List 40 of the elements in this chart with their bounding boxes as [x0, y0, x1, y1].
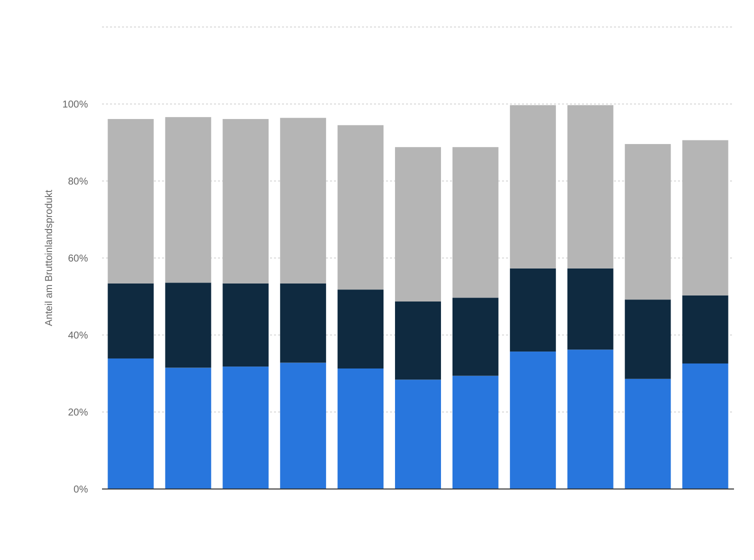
bar: [165, 117, 212, 283]
y-tick-label: 60%: [68, 254, 88, 264]
bar: [395, 380, 441, 489]
bar: [165, 282, 212, 368]
bar: [452, 147, 498, 298]
bar: [280, 362, 326, 489]
bar: [280, 118, 326, 284]
bar: [222, 119, 269, 284]
bar: [165, 368, 212, 489]
bar: [338, 290, 384, 368]
bar: [510, 268, 556, 352]
bar: [567, 350, 614, 489]
bar: [510, 352, 556, 489]
bar: [108, 358, 154, 489]
y-tick-label: 100%: [62, 100, 88, 110]
bar: [510, 105, 556, 268]
y-tick-label: 20%: [68, 408, 88, 418]
y-tick-label: 80%: [68, 176, 88, 188]
bar: [682, 140, 728, 296]
y-tick-label: 40%: [68, 330, 88, 342]
bar: [624, 378, 671, 489]
bar: [222, 366, 269, 489]
bar: [452, 376, 498, 489]
y-axis-title: Anteil am Bruttoinlandsprodukt: [44, 190, 55, 326]
y-tick-label: 0%: [74, 484, 88, 496]
bar: [567, 105, 614, 268]
bar: [567, 268, 614, 350]
bar: [395, 147, 441, 302]
bar: [108, 119, 154, 284]
bar: [682, 363, 728, 489]
bar: [624, 144, 671, 300]
bar: [108, 283, 154, 358]
bar: [624, 300, 671, 379]
bar: [452, 298, 498, 376]
bar: [682, 295, 728, 364]
bar: [222, 283, 269, 367]
bar: [338, 368, 384, 489]
bar: [280, 283, 326, 363]
bar: [395, 302, 441, 380]
bar: [338, 125, 384, 290]
